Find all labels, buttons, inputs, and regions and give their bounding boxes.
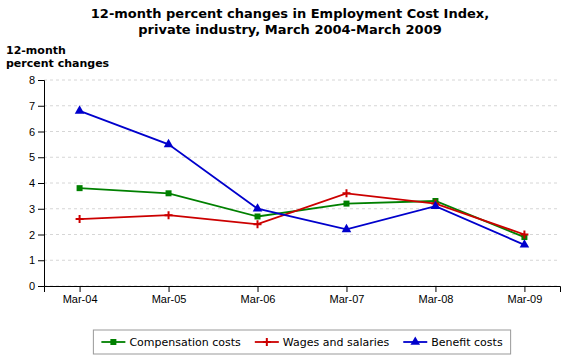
tick: 5	[29, 151, 44, 163]
tick: 0	[29, 280, 44, 292]
grid-line	[44, 183, 560, 184]
y-label-line: percent changes	[6, 57, 110, 70]
title-line: private industry, March 2004-March 2009	[138, 22, 442, 37]
series-line	[80, 111, 525, 245]
grid-line	[44, 105, 560, 106]
tick: Mar-06	[241, 286, 276, 305]
tick-mark	[38, 286, 44, 287]
tick-mark	[38, 157, 44, 158]
point	[164, 139, 174, 147]
point	[520, 231, 528, 239]
tick-mark	[38, 183, 44, 184]
legend-item: Compensation costs	[101, 336, 241, 349]
legend-frame	[93, 330, 510, 354]
x-axis: Mar-04 Mar-05 Mar-06 Mar-07 Mar-08 Mar-09	[45, 286, 561, 305]
tick-mark	[80, 286, 81, 292]
legend-label: Benefit costs	[431, 336, 503, 349]
grid-line	[44, 260, 560, 261]
axis-line	[38, 81, 45, 287]
point	[75, 105, 85, 113]
tick-label: Mar-06	[241, 293, 276, 305]
legend-marker	[110, 339, 116, 345]
tick-label: 7	[29, 100, 35, 112]
tick-mark	[38, 209, 44, 210]
point	[254, 220, 262, 228]
point	[431, 201, 441, 209]
tick: 2	[29, 229, 44, 241]
tick-label: 2	[29, 229, 35, 241]
tick: Mar-04	[63, 286, 98, 305]
tick-mark	[38, 80, 44, 81]
tick: 8	[29, 74, 44, 86]
point	[255, 213, 261, 219]
grid-line	[44, 234, 560, 235]
tick-label: Mar-07	[330, 293, 365, 305]
tick: Mar-05	[152, 286, 187, 305]
legend-marker	[263, 338, 271, 346]
tick: Mar-08	[419, 286, 454, 305]
series-line	[80, 193, 525, 234]
tick-mark	[524, 286, 525, 292]
tick-mark	[169, 286, 170, 292]
tick-label: 5	[29, 151, 35, 163]
tick: 7	[29, 100, 44, 112]
title: 12-month percent changes in Employment C…	[91, 6, 489, 37]
tick-label: 1	[29, 254, 35, 266]
tick-label: 0	[29, 280, 35, 292]
plot: 012345678Mar-04Mar-05Mar-06Mar-07Mar-08M…	[29, 74, 561, 305]
legend-label: Wages and salaries	[283, 336, 390, 349]
legend-label: Compensation costs	[129, 336, 241, 349]
point	[77, 185, 83, 191]
y-label-line: 12-month	[6, 44, 66, 57]
tick-label: Mar-04	[63, 293, 98, 305]
tick-mark	[38, 132, 44, 133]
tick: Mar-07	[330, 286, 365, 305]
tick: 6	[29, 126, 44, 138]
series-line	[80, 188, 525, 237]
grid-line	[44, 157, 560, 158]
marks	[75, 105, 529, 247]
axis-line	[45, 287, 561, 293]
tick-label: Mar-08	[419, 293, 454, 305]
point	[342, 224, 352, 232]
tick: Mar-09	[507, 286, 542, 305]
tick: 4	[29, 177, 44, 189]
grid	[44, 80, 560, 286]
point	[166, 190, 172, 196]
point	[342, 189, 350, 197]
series-markers	[76, 189, 529, 238]
tick-label: Mar-05	[152, 293, 187, 305]
series-markers	[75, 105, 529, 247]
tick-mark	[435, 286, 436, 292]
tick-mark	[38, 235, 44, 236]
tick-mark	[346, 286, 347, 292]
grid-line	[44, 80, 560, 81]
y-label: 12-monthpercent changes	[6, 44, 110, 70]
point	[343, 201, 349, 207]
tick-mark	[38, 106, 44, 107]
legend-item: Benefit costs	[403, 336, 503, 349]
tick-label: Mar-09	[507, 293, 542, 305]
legend: Compensation costs Wages and salaries Bene…	[93, 330, 510, 354]
title-line: 12-month percent changes in Employment C…	[91, 6, 489, 21]
point	[165, 211, 173, 219]
tick: 3	[29, 203, 44, 215]
y-axis: 0 1 2 3 4 5 6 7 8	[29, 74, 45, 292]
chart: 12-month percent changes in Employment C…	[0, 0, 580, 360]
tick-mark	[38, 260, 44, 261]
tick-label: 3	[29, 203, 35, 215]
point	[520, 239, 530, 247]
tick-label: 4	[29, 177, 35, 189]
grid-line	[44, 131, 560, 132]
tick-label: 6	[29, 126, 35, 138]
point	[76, 215, 84, 223]
legend-marker	[410, 336, 420, 344]
series-markers	[77, 185, 528, 240]
tick-label: 8	[29, 74, 35, 86]
tick: 1	[29, 254, 44, 266]
tick-mark	[258, 286, 259, 292]
point	[253, 203, 263, 211]
legend-item: Wages and salaries	[255, 336, 390, 349]
